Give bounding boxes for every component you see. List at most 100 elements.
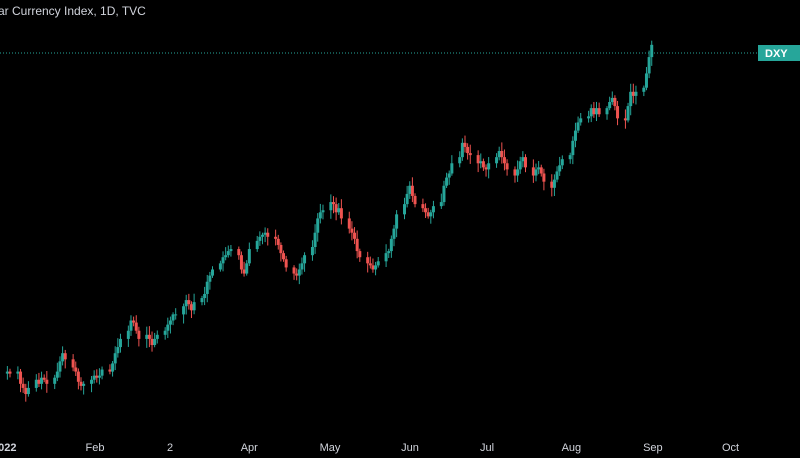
candle-body [187, 300, 191, 305]
candle-body [497, 151, 501, 158]
candle-body [239, 255, 243, 270]
candle-body [53, 377, 57, 384]
candle-body [442, 185, 446, 203]
candle-body [174, 314, 178, 316]
candle-body [337, 208, 341, 213]
candle-body [445, 177, 449, 186]
candle-body [374, 265, 378, 270]
candle-body [634, 91, 638, 96]
candle-body [463, 142, 467, 147]
candle-body [321, 210, 325, 213]
x-tick-label: 2022 [0, 442, 16, 454]
candle-body [573, 130, 577, 141]
price-badge [758, 45, 800, 61]
candle-body [310, 247, 314, 256]
candle-body [597, 108, 601, 115]
candle-body [610, 97, 614, 103]
candle-body [395, 214, 399, 229]
x-tick-label: Feb [86, 442, 105, 454]
candle-body [571, 140, 575, 156]
candle-body [74, 367, 78, 372]
candle-body [403, 204, 407, 215]
candle-body [626, 106, 630, 121]
candle-body [221, 257, 225, 264]
candle-body [331, 202, 335, 205]
x-tick-label: Aug [562, 442, 582, 454]
candle-body [413, 195, 417, 205]
candle-body [371, 265, 375, 270]
candle-body [163, 330, 167, 335]
candle-body [92, 375, 96, 380]
candle-body [647, 57, 651, 74]
candle-body [616, 106, 620, 119]
candle-body [550, 181, 554, 188]
candle-body [500, 151, 504, 158]
candle-body [539, 167, 543, 174]
candle-body [150, 338, 154, 346]
candle-body [26, 387, 30, 395]
candle-body [523, 157, 527, 168]
candle-body [155, 334, 159, 339]
candle-body [276, 238, 280, 245]
candle-body [37, 379, 41, 384]
candle-body [245, 263, 249, 274]
candle-body [90, 379, 94, 384]
candle-body [24, 387, 28, 395]
candle-body [211, 269, 215, 276]
candle-body [513, 169, 517, 176]
candle-body [410, 185, 414, 196]
candle-body [111, 363, 115, 372]
candle-body [95, 375, 99, 378]
candle-body [218, 263, 222, 270]
candle-body [350, 228, 354, 233]
candle-body [71, 359, 75, 368]
candle-body [487, 163, 491, 170]
candle-body [587, 116, 591, 119]
x-tick-label: May [320, 442, 341, 454]
candle-body [447, 173, 451, 178]
candle-body [184, 300, 188, 307]
candle-body [650, 44, 654, 58]
candle-body [126, 330, 130, 339]
candle-body [226, 251, 230, 256]
candle-body [203, 293, 207, 299]
candle-body [300, 263, 304, 270]
candle-body [63, 353, 67, 360]
candle-body [318, 212, 322, 219]
candle-body [116, 347, 120, 354]
candle-body [392, 228, 396, 239]
candle-body [568, 155, 572, 160]
candle-body [147, 334, 151, 339]
candle-body [605, 108, 609, 115]
candle-body [592, 108, 596, 115]
candle-body [552, 179, 556, 188]
candle-body [431, 206, 435, 213]
candle-body [5, 371, 9, 374]
candle-body [439, 202, 443, 207]
candle-body [376, 261, 380, 266]
candle-body [129, 320, 133, 331]
candle-body [466, 146, 470, 154]
candle-body [353, 232, 357, 239]
candle-body [329, 202, 333, 211]
candle-body [560, 159, 564, 166]
candle-body [623, 118, 627, 121]
candle-body [229, 249, 233, 252]
candle-body [458, 157, 462, 164]
candle-body [408, 185, 412, 194]
candle-body [247, 249, 251, 264]
x-tick-label: Jul [480, 442, 494, 454]
x-tick-label: Apr [241, 442, 258, 454]
candle-body [476, 155, 480, 164]
candle-body [45, 379, 49, 384]
candle-body [450, 163, 454, 174]
candle-body [8, 371, 12, 374]
candle-body [631, 91, 635, 96]
candle-body [292, 267, 296, 274]
candle-body [366, 257, 370, 264]
candle-body [260, 234, 264, 237]
x-tick-label: Sep [643, 442, 663, 454]
x-tick-label: Oct [722, 442, 739, 454]
candle-body [384, 253, 388, 262]
